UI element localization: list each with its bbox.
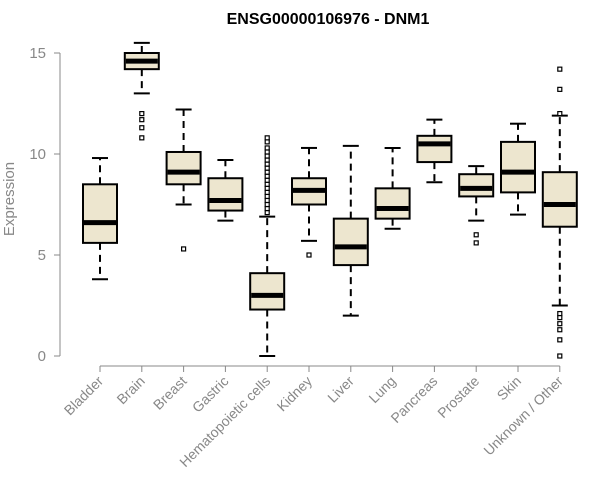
box-body [374,187,411,220]
box-gastric [207,159,244,222]
box-body [207,177,244,212]
outlier-point [557,327,563,333]
x-tick-label: Bladder [61,373,107,419]
box-pancreas [416,118,453,184]
x-tick-label: Lung [365,373,398,406]
x-tick-label: Breast [150,373,190,413]
outlier-point [264,165,270,171]
box-body [416,134,453,164]
y-axis-label: Expression [1,162,18,236]
outlier-point [557,310,563,317]
box-kidney [291,146,327,258]
outlier-point [557,110,563,117]
outlier-point [306,252,312,258]
outlier-point [139,110,145,117]
outlier-point [264,139,270,145]
outlier-point [264,201,270,208]
y-tick-label: 5 [38,247,46,264]
outlier-point [264,173,270,179]
outlier-point [264,197,270,204]
box-body [541,171,578,228]
outlier-point [264,145,270,151]
outlier-point [181,246,187,252]
x-tick-label: Prostate [434,373,482,421]
outlier-point [139,117,145,123]
y-tick-label: 15 [29,45,46,62]
outlier-point [264,135,270,141]
outlier-point [264,177,270,183]
outlier-point [264,205,270,212]
box-body [249,272,286,311]
outlier-point [557,315,563,321]
outlier-point [557,66,563,72]
box-body [165,150,202,186]
box-unknown-other [541,66,578,359]
box-body [332,217,369,267]
outlier-point [264,153,270,159]
box-lung [374,146,411,230]
box-body [458,173,495,198]
box-liver [332,144,369,317]
outlier-point [264,161,270,167]
box-brain [123,41,160,141]
outlier-point [264,189,270,195]
outlier-point [264,157,270,163]
outlier-point [557,321,563,327]
box-prostate [458,165,495,246]
outlier-point [264,193,270,200]
y-tick-label: 10 [29,146,46,163]
outlier-point [264,149,270,155]
outlier-point [139,125,145,131]
box-hematopoietic-cells [249,135,286,357]
x-tick-label: Brain [113,373,147,407]
chart-title: ENSG00000106976 - DNM1 [227,11,430,28]
x-tick-label: Kidney [274,373,316,415]
outlier-point [473,232,479,238]
box-breast [165,108,202,252]
y-tick-label: 0 [38,348,46,365]
outlier-point [264,185,270,191]
x-tick-label: Skin [494,373,525,404]
outlier-point [264,209,270,216]
outlier-point [264,181,270,187]
boxes-layer [82,41,578,359]
outlier-point [557,86,563,92]
x-tick-label: Liver [324,373,357,406]
box-skin [500,122,536,216]
outlier-point [557,337,563,343]
box-body [82,183,118,244]
outlier-point [473,240,479,246]
box-bladder [82,157,118,281]
outlier-point [139,135,145,141]
x-tick-label: Unknown / Other [480,373,566,459]
box-body [500,140,536,194]
outlier-point [557,353,563,359]
outlier-point [264,169,270,175]
